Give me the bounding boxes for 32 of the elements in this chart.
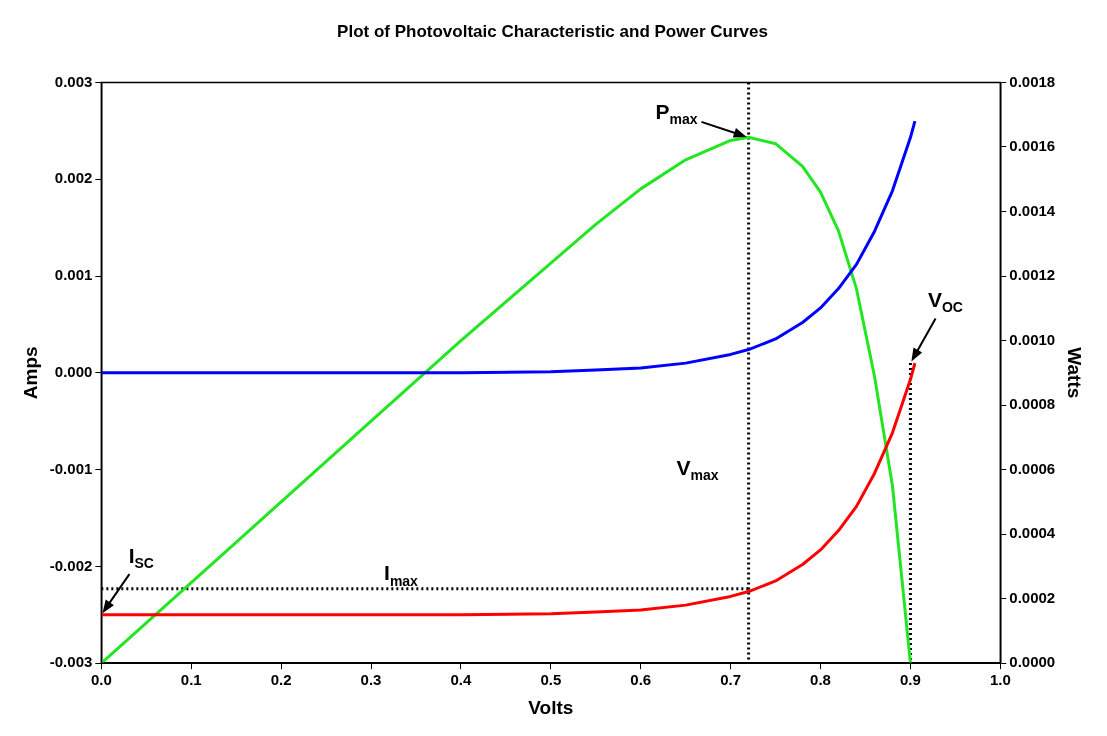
- x-tick-label: 0.3: [360, 671, 382, 689]
- x-tick-label: 0.5: [540, 671, 562, 689]
- y-tick-label: 0.001: [54, 266, 93, 284]
- x-axis-title: Volts: [528, 696, 574, 718]
- y2-tick-label: 0.0006: [1009, 459, 1056, 477]
- x-tick-label: 0.6: [630, 671, 652, 689]
- y2-tick-label: 0.0002: [1009, 588, 1056, 606]
- y-tick-label: 0.003: [54, 72, 93, 90]
- y-tick-label: -0.003: [49, 653, 93, 671]
- x-tick-label: 0.8: [810, 671, 831, 689]
- y-tick-label: -0.002: [49, 556, 93, 574]
- y2-tick-label: 0.0016: [1009, 137, 1056, 155]
- y-tick-label: 0.000: [54, 362, 93, 380]
- x-tick-label: 1.0: [989, 671, 1011, 689]
- y2-tick-label: 0.0012: [1009, 266, 1056, 284]
- y2-axis-title: Watts: [1064, 347, 1086, 399]
- y2-tick-label: 0.0010: [1009, 330, 1056, 348]
- x-tick-label: 0.9: [899, 671, 921, 689]
- x-tick-label: 0.2: [270, 671, 292, 689]
- x-tick-label: 0.7: [720, 671, 742, 689]
- x-tick-label: 0.1: [180, 671, 202, 689]
- y-tick-label: -0.001: [49, 459, 93, 477]
- y2-tick-label: 0.0008: [1009, 395, 1056, 413]
- y2-tick-label: 0.0018: [1009, 72, 1056, 90]
- x-tick-label: 0.4: [450, 671, 473, 689]
- y2-tick-label: 0.0000: [1009, 653, 1056, 671]
- y-tick-label: 0.002: [54, 169, 93, 187]
- chart-title: Plot of Photovoltaic Characteristic and Power Curves: [337, 21, 768, 41]
- y2-tick-label: 0.0004: [1009, 524, 1056, 542]
- y-axis-title: Amps: [19, 346, 41, 400]
- y2-tick-label: 0.0014: [1009, 201, 1056, 219]
- x-tick-label: 0.0: [90, 671, 112, 689]
